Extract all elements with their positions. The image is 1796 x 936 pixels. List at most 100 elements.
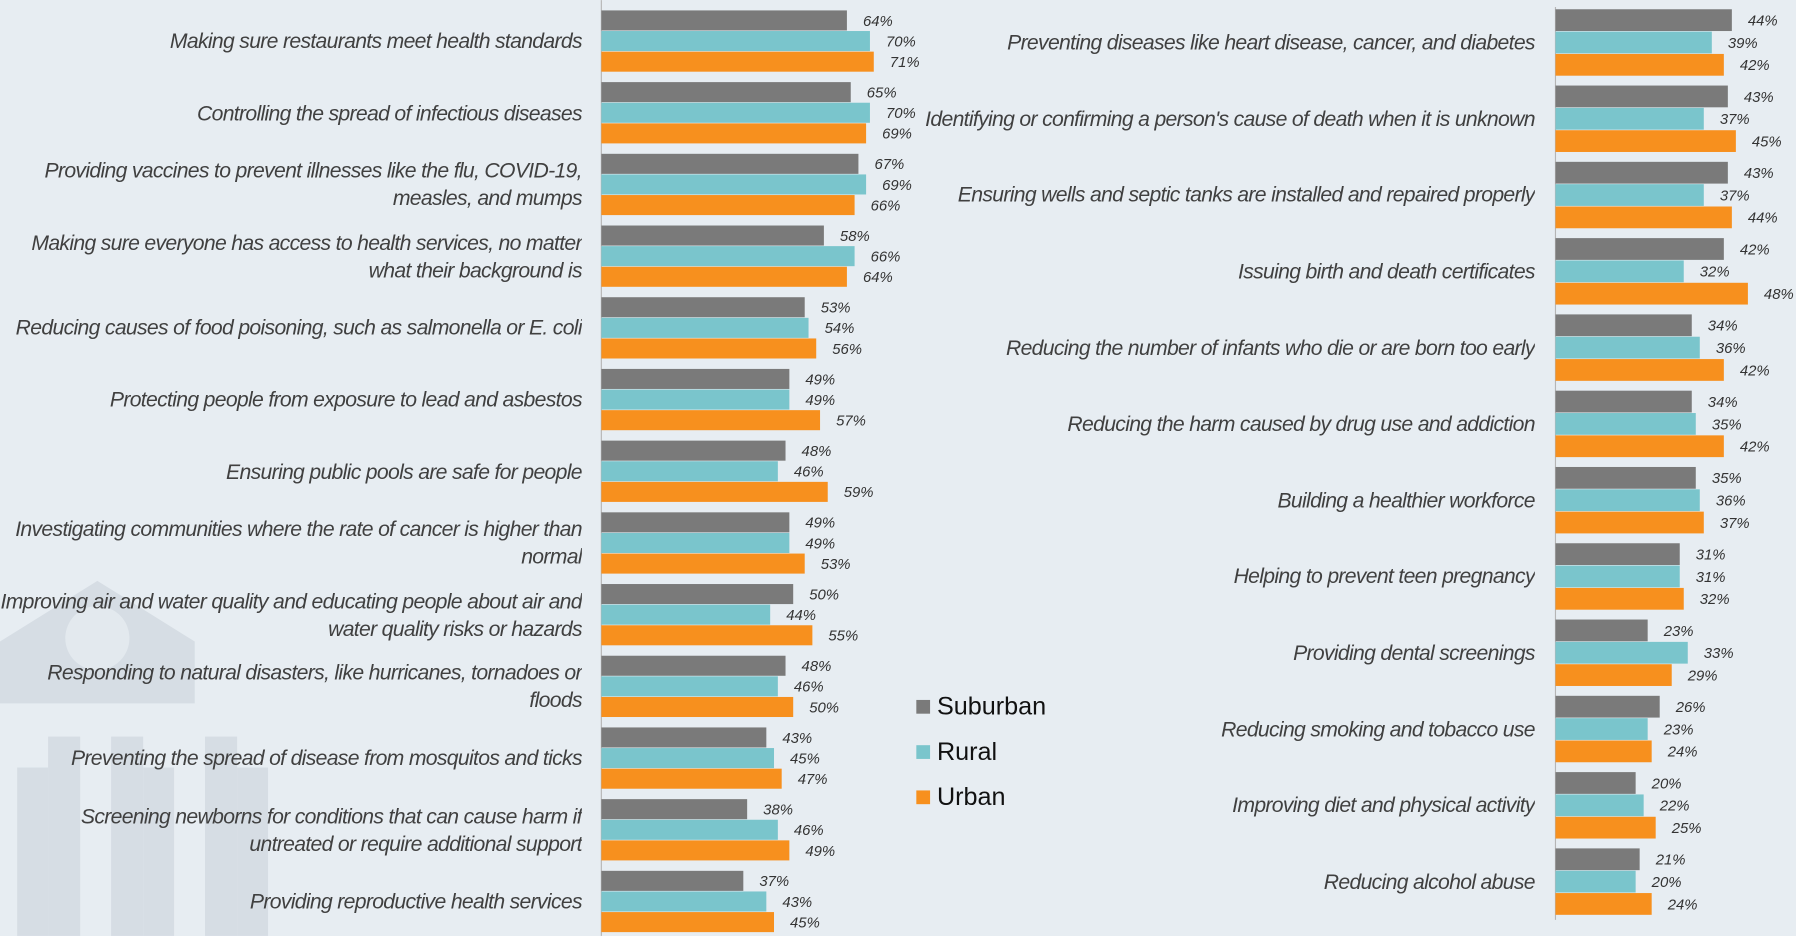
value-label: 32% <box>1700 592 1730 608</box>
category-label-box: Issuing birth and death certificates <box>1238 259 1535 283</box>
value-label: 70% <box>886 34 916 50</box>
bar <box>1555 413 1696 435</box>
bar <box>601 440 786 461</box>
value-label: 35% <box>1712 471 1742 487</box>
value-label: 23% <box>1663 722 1694 738</box>
bar <box>601 389 790 410</box>
bar <box>1555 587 1684 610</box>
category-label: Reducing the number of infants who die o… <box>1005 335 1535 360</box>
value-label: 46% <box>794 680 824 696</box>
bar <box>1555 740 1652 763</box>
bar <box>601 891 767 912</box>
bar <box>601 768 782 789</box>
value-label: 48% <box>1764 287 1794 303</box>
value-label: 44% <box>1748 14 1778 30</box>
value-label: 65% <box>867 86 897 102</box>
bar <box>1555 85 1728 108</box>
category-label: Preventing diseases like heart disease, … <box>1007 30 1535 55</box>
bar <box>601 870 744 891</box>
value-label: 31% <box>1696 570 1726 586</box>
value-label: 37% <box>1720 188 1750 204</box>
bar <box>601 317 809 338</box>
legend-swatch <box>916 790 931 805</box>
bar <box>1555 260 1684 283</box>
category-label-box: Reducing smoking and tobacco use <box>1221 717 1535 741</box>
category-label: Improving diet and physical activity <box>1232 793 1535 818</box>
category-label: Ensuring wells and septic tanks are inst… <box>957 182 1535 207</box>
bar <box>601 840 790 861</box>
value-label: 23% <box>1663 624 1694 640</box>
bar <box>601 512 790 533</box>
category-label-box: Reducing the harm caused by drug use and… <box>1067 411 1535 436</box>
bar <box>601 625 813 646</box>
value-label: 36% <box>1716 494 1746 510</box>
bar <box>1555 314 1692 337</box>
value-label: 37% <box>759 874 789 890</box>
bar <box>1555 466 1696 489</box>
bar <box>1555 619 1648 642</box>
value-label: 42% <box>1740 58 1770 74</box>
bar <box>601 10 847 31</box>
bar <box>1555 359 1724 381</box>
bar <box>601 338 817 359</box>
category-label: Protecting people from exposure to lead … <box>109 387 582 412</box>
bar <box>1555 161 1728 184</box>
category-label-box: Building a healthier workforce <box>1277 488 1534 512</box>
bar <box>601 461 778 482</box>
value-label: 47% <box>798 772 828 788</box>
category-label: Making sure restaurants meet health stan… <box>169 28 582 53</box>
value-label: 58% <box>840 229 870 245</box>
value-label: 45% <box>1752 134 1782 150</box>
value-label: 64% <box>863 270 893 286</box>
value-label: 44% <box>1748 211 1778 227</box>
value-label: 20% <box>1651 875 1682 891</box>
category-label: Providing reproductive health services <box>249 889 582 914</box>
value-label: 43% <box>1744 90 1774 106</box>
bar <box>601 481 828 502</box>
bar <box>1555 184 1704 206</box>
value-label: 44% <box>786 608 816 624</box>
bar <box>1555 848 1640 871</box>
value-label: 37% <box>1720 516 1750 532</box>
bar <box>601 195 855 216</box>
value-label: 57% <box>836 414 866 430</box>
value-label: 49% <box>805 536 835 552</box>
bar <box>1555 565 1680 588</box>
category-label-box: Responding to natural disasters, like hu… <box>47 660 582 712</box>
value-label: 26% <box>1675 700 1706 716</box>
value-label: 43% <box>782 895 812 911</box>
bar <box>601 225 824 246</box>
category-label-box: Identifying or confirming a person's cau… <box>925 106 1535 130</box>
bar <box>1555 130 1736 152</box>
bar <box>1555 772 1636 794</box>
value-label: 70% <box>886 106 916 122</box>
value-label: 38% <box>763 803 793 819</box>
bar <box>1555 893 1652 915</box>
bar <box>601 31 870 52</box>
value-label: 46% <box>794 465 824 481</box>
bar <box>1555 695 1660 718</box>
value-label: 71% <box>890 55 920 71</box>
value-label: 53% <box>821 557 851 573</box>
value-label: 48% <box>802 444 832 460</box>
category-label: Reducing the harm caused by drug use and… <box>1067 411 1535 436</box>
value-label: 33% <box>1704 646 1734 662</box>
bar <box>1555 870 1636 893</box>
value-label: 56% <box>832 342 862 358</box>
bar <box>601 532 790 553</box>
category-label-box: Making sure restaurants meet health stan… <box>169 28 582 53</box>
value-label: 45% <box>790 915 820 931</box>
category-label-box: Ensuring public pools are safe for peopl… <box>226 459 582 483</box>
category-label-box: Investigating communities where the rate… <box>15 517 582 569</box>
bar <box>601 553 805 574</box>
bar <box>1555 336 1700 359</box>
value-label: 39% <box>1728 36 1758 52</box>
value-label: 29% <box>1687 668 1718 684</box>
bar <box>601 82 851 103</box>
category-label-box: Screening newborns for conditions that c… <box>80 803 582 856</box>
bar <box>601 819 778 840</box>
category-label: Screening newborns for conditions that c… <box>80 803 582 856</box>
value-label: 49% <box>805 516 835 532</box>
category-label-box: Making sure everyone has access to healt… <box>31 230 582 282</box>
